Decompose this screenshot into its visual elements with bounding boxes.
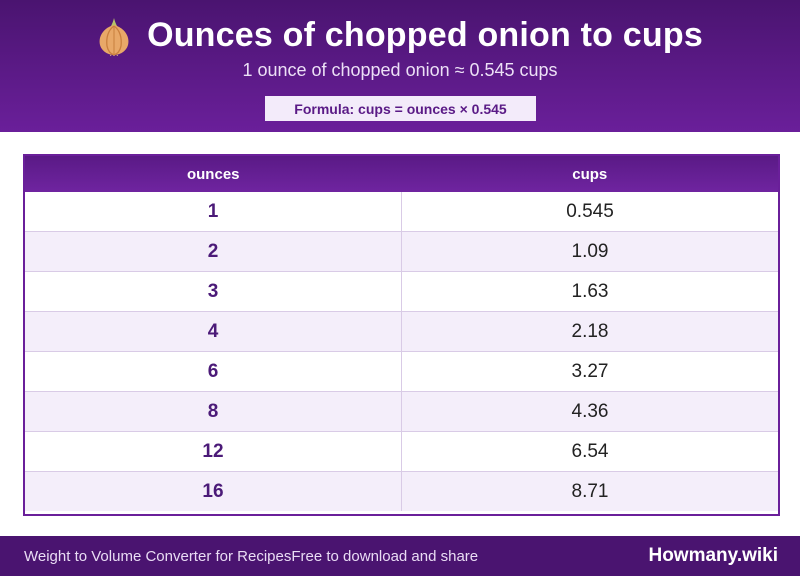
conversion-table: ounces cups 1 0.545 2 1.09 3 1.63 4 2.18 xyxy=(25,156,778,511)
table-row: 3 1.63 xyxy=(25,271,778,312)
ounces-cell: 4 xyxy=(25,311,402,352)
cups-cell: 8.71 xyxy=(401,471,778,511)
cups-cell: 1.09 xyxy=(401,231,778,272)
conversion-table-container: ounces cups 1 0.545 2 1.09 3 1.63 4 2.18 xyxy=(23,154,780,516)
cups-cell: 0.545 xyxy=(401,192,778,232)
table-row: 4 2.18 xyxy=(25,311,778,352)
table-row: 8 4.36 xyxy=(25,391,778,432)
table-row: 1 0.545 xyxy=(25,192,778,232)
cups-cell: 2.18 xyxy=(401,311,778,352)
ounces-cell: 6 xyxy=(25,351,402,392)
share-text: Free to download and share xyxy=(291,547,479,565)
ounces-cell: 8 xyxy=(25,391,402,432)
page-title: Ounces of chopped onion to cups xyxy=(147,15,703,54)
table-header-row: ounces cups xyxy=(25,156,778,192)
header: Ounces of chopped onion to cups 1 ounce … xyxy=(0,0,800,132)
column-header-ounces: ounces xyxy=(25,156,402,192)
table-row: 16 8.71 xyxy=(25,471,778,511)
ounces-cell: 2 xyxy=(25,231,402,272)
cups-cell: 3.27 xyxy=(401,351,778,392)
footer: Weight to Volume Converter for Recipes Fr… xyxy=(0,536,800,576)
ounces-cell: 12 xyxy=(25,431,402,472)
conversion-subtitle: 1 ounce of chopped onion ≈ 0.545 cups xyxy=(242,60,558,80)
page-title-row: Ounces of chopped onion to cups xyxy=(0,14,800,56)
ounces-cell: 3 xyxy=(25,271,402,312)
ounces-cell: 16 xyxy=(25,471,402,511)
formula-badge: Formula: cups = ounces × 0.545 xyxy=(265,96,536,121)
column-header-cups: cups xyxy=(401,156,778,192)
table-row: 2 1.09 xyxy=(25,231,778,272)
converter-link[interactable]: Weight to Volume Converter for Recipes xyxy=(24,547,292,565)
onion-icon xyxy=(97,16,131,56)
brand-logo[interactable]: Howmany.wiki xyxy=(648,545,778,566)
cups-cell: 1.63 xyxy=(401,271,778,312)
table-row: 12 6.54 xyxy=(25,431,778,472)
table-row: 6 3.27 xyxy=(25,351,778,392)
cups-cell: 4.36 xyxy=(401,391,778,432)
cups-cell: 6.54 xyxy=(401,431,778,472)
footer-left: Weight to Volume Converter for Recipes Fr… xyxy=(24,536,478,576)
ounces-cell: 1 xyxy=(25,192,402,232)
